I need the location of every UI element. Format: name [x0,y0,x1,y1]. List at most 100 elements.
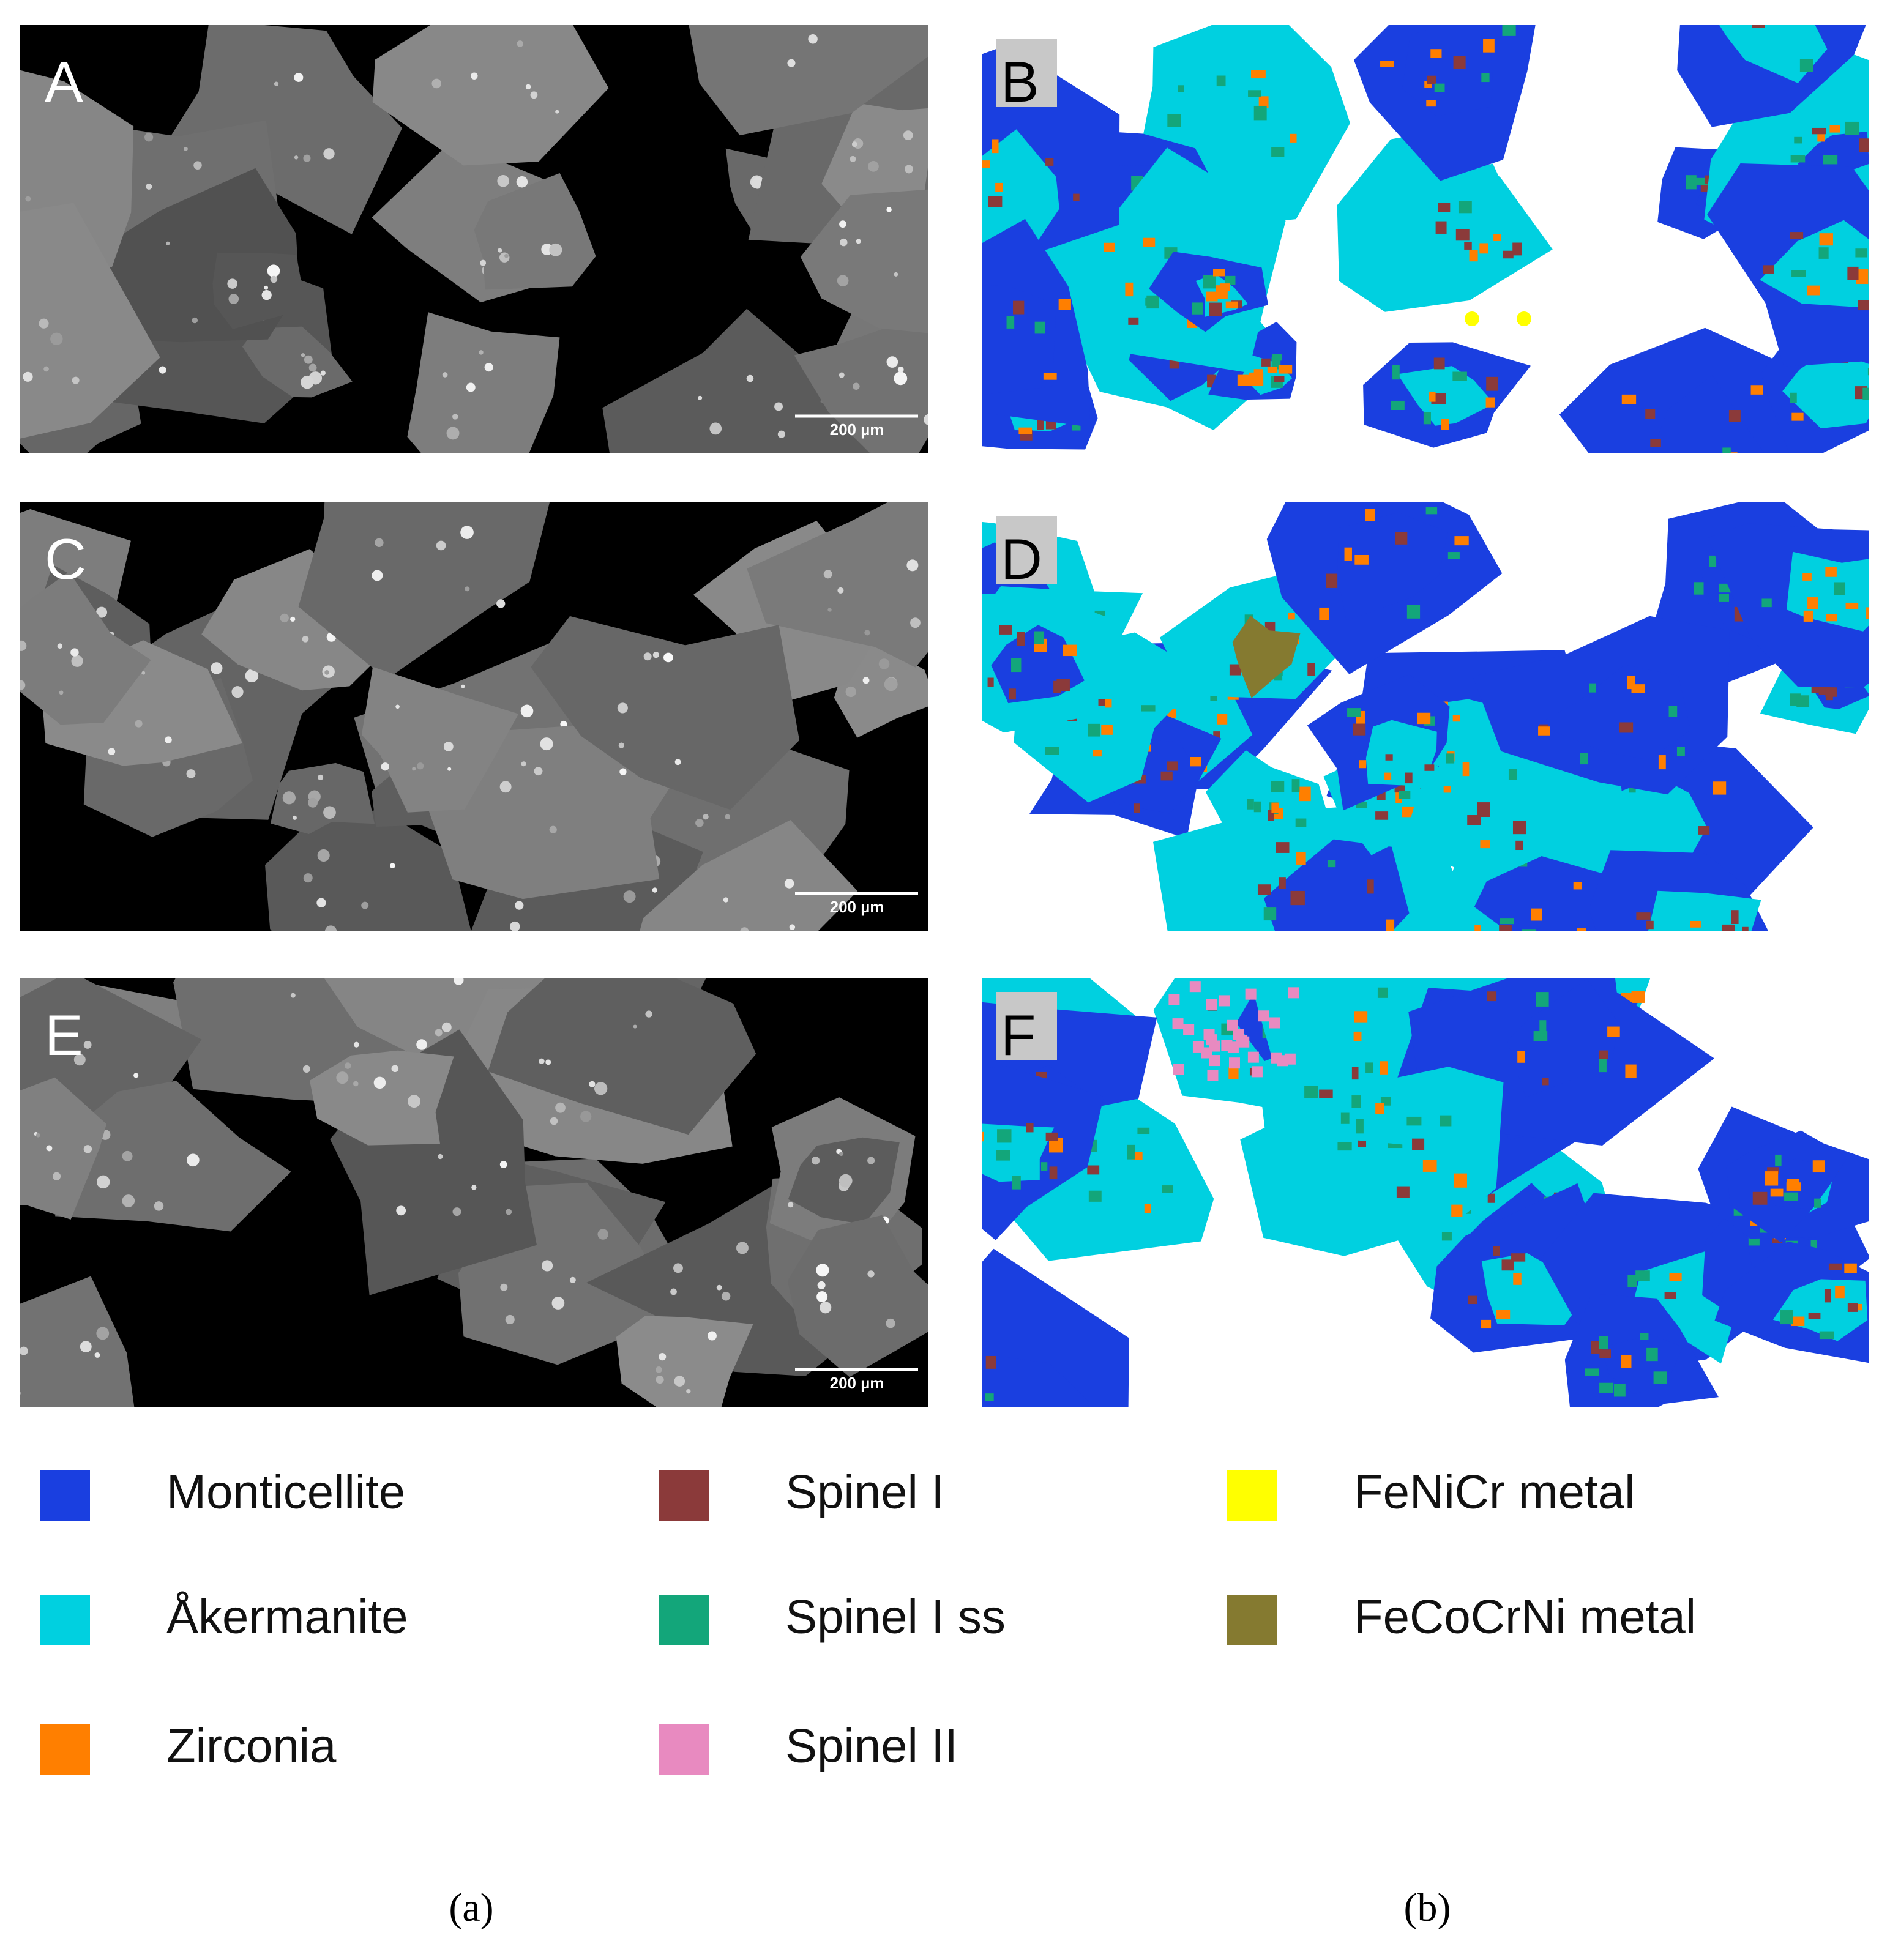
panel: C 200 µm [20,502,928,931]
inclusion [817,1281,826,1289]
inclusion [837,587,844,594]
phase-pixel [1012,1176,1021,1190]
phase-pixel [1621,394,1637,404]
inclusion [850,155,856,162]
phase-pixel [1225,301,1238,309]
inclusion [336,1071,349,1084]
inclusion [550,1117,558,1125]
inclusion [480,259,487,266]
inclusion [159,366,166,374]
inclusion [515,901,524,910]
inclusion [83,1145,92,1153]
inclusion [0,1050,13,1063]
inclusion [303,873,313,883]
inclusion [135,720,143,728]
phase-pixel [944,559,952,565]
sem-image [20,502,928,931]
inclusion [323,806,336,819]
inclusion [840,238,848,247]
phase-pixel [1499,925,1512,931]
phase-pixel [1034,631,1045,644]
phase-pixel [1247,799,1254,810]
phase-pixel [1480,840,1490,849]
inclusion [141,671,146,675]
phase-pixel [1045,420,1056,430]
inclusion [811,1156,820,1165]
phase-pixel [1625,1064,1637,1078]
phase-pixel [999,625,1012,635]
phase-pixel [1347,708,1361,717]
phase-pixel [1458,201,1472,214]
phase-pixel [1650,439,1661,447]
phase-pixel [1728,410,1741,422]
inclusion [436,540,446,551]
inclusion [957,132,967,143]
phase-pixel [1646,920,1654,930]
phase-map [982,25,1890,453]
phase-pixel [1377,987,1388,998]
grain-part [1402,25,1493,116]
grain-part [1782,349,1869,429]
phase-pixel [1433,357,1445,370]
inclusion [823,570,832,579]
phase-pixel [1210,692,1217,701]
phase-pixel [1248,90,1261,97]
grain-part [982,285,1056,395]
inclusion [395,704,400,709]
legend-swatch [40,1470,90,1521]
inclusion [709,422,722,435]
inclusion [35,1133,40,1138]
phase-pixel [953,1109,960,1120]
label-background [996,39,1057,107]
inclusion [452,414,458,420]
phase-pixel [1742,926,1749,931]
phase-pixel [1438,203,1451,212]
phase-pixel [1127,1144,1135,1160]
phase-pixel [1818,247,1829,259]
inclusion [307,797,318,808]
inclusion [264,285,269,290]
inclusion [479,350,484,355]
phase-pixel [1464,241,1472,250]
phase-pixel [1872,381,1883,389]
phase-pixel [1125,282,1134,297]
inclusion [353,1081,359,1087]
phase-pixel [996,1150,1010,1161]
panel-label: A [45,50,83,114]
phase-pixel [1093,750,1102,757]
phase-pixel [1824,1289,1831,1303]
phase-pixel [1452,715,1460,722]
inclusion [454,978,464,985]
phase-pixel [1216,714,1228,725]
inclusion [122,1150,133,1161]
inclusion [442,372,448,378]
inclusion [438,1153,443,1160]
phase-pixel [1845,121,1859,135]
panel: B [982,25,1890,453]
inclusion [499,1161,507,1169]
inclusion [768,15,773,20]
phase-pixel [1227,1019,1238,1031]
inclusion [936,331,945,340]
phase-pixel [1040,1162,1048,1171]
phase-pixel [1479,243,1488,254]
inclusion [304,355,313,364]
inclusion [391,1065,399,1073]
phase-pixel [1296,851,1306,865]
phase-pixel [1856,269,1869,285]
grain [800,189,928,333]
inclusion [227,278,237,289]
phase-pixel [1469,250,1478,262]
phase-pixel [957,617,966,625]
grain-part [1536,665,1691,760]
phase-pixel [1531,908,1542,921]
inclusion [500,1283,508,1291]
inclusion [52,1172,61,1180]
phase-pixel [1855,248,1868,258]
phase-pixel [1883,185,1890,197]
inclusion [949,179,960,190]
phase-pixel [1423,412,1431,425]
phase-pixel [1026,1123,1034,1133]
inclusion [231,686,244,698]
inclusion [39,318,49,329]
